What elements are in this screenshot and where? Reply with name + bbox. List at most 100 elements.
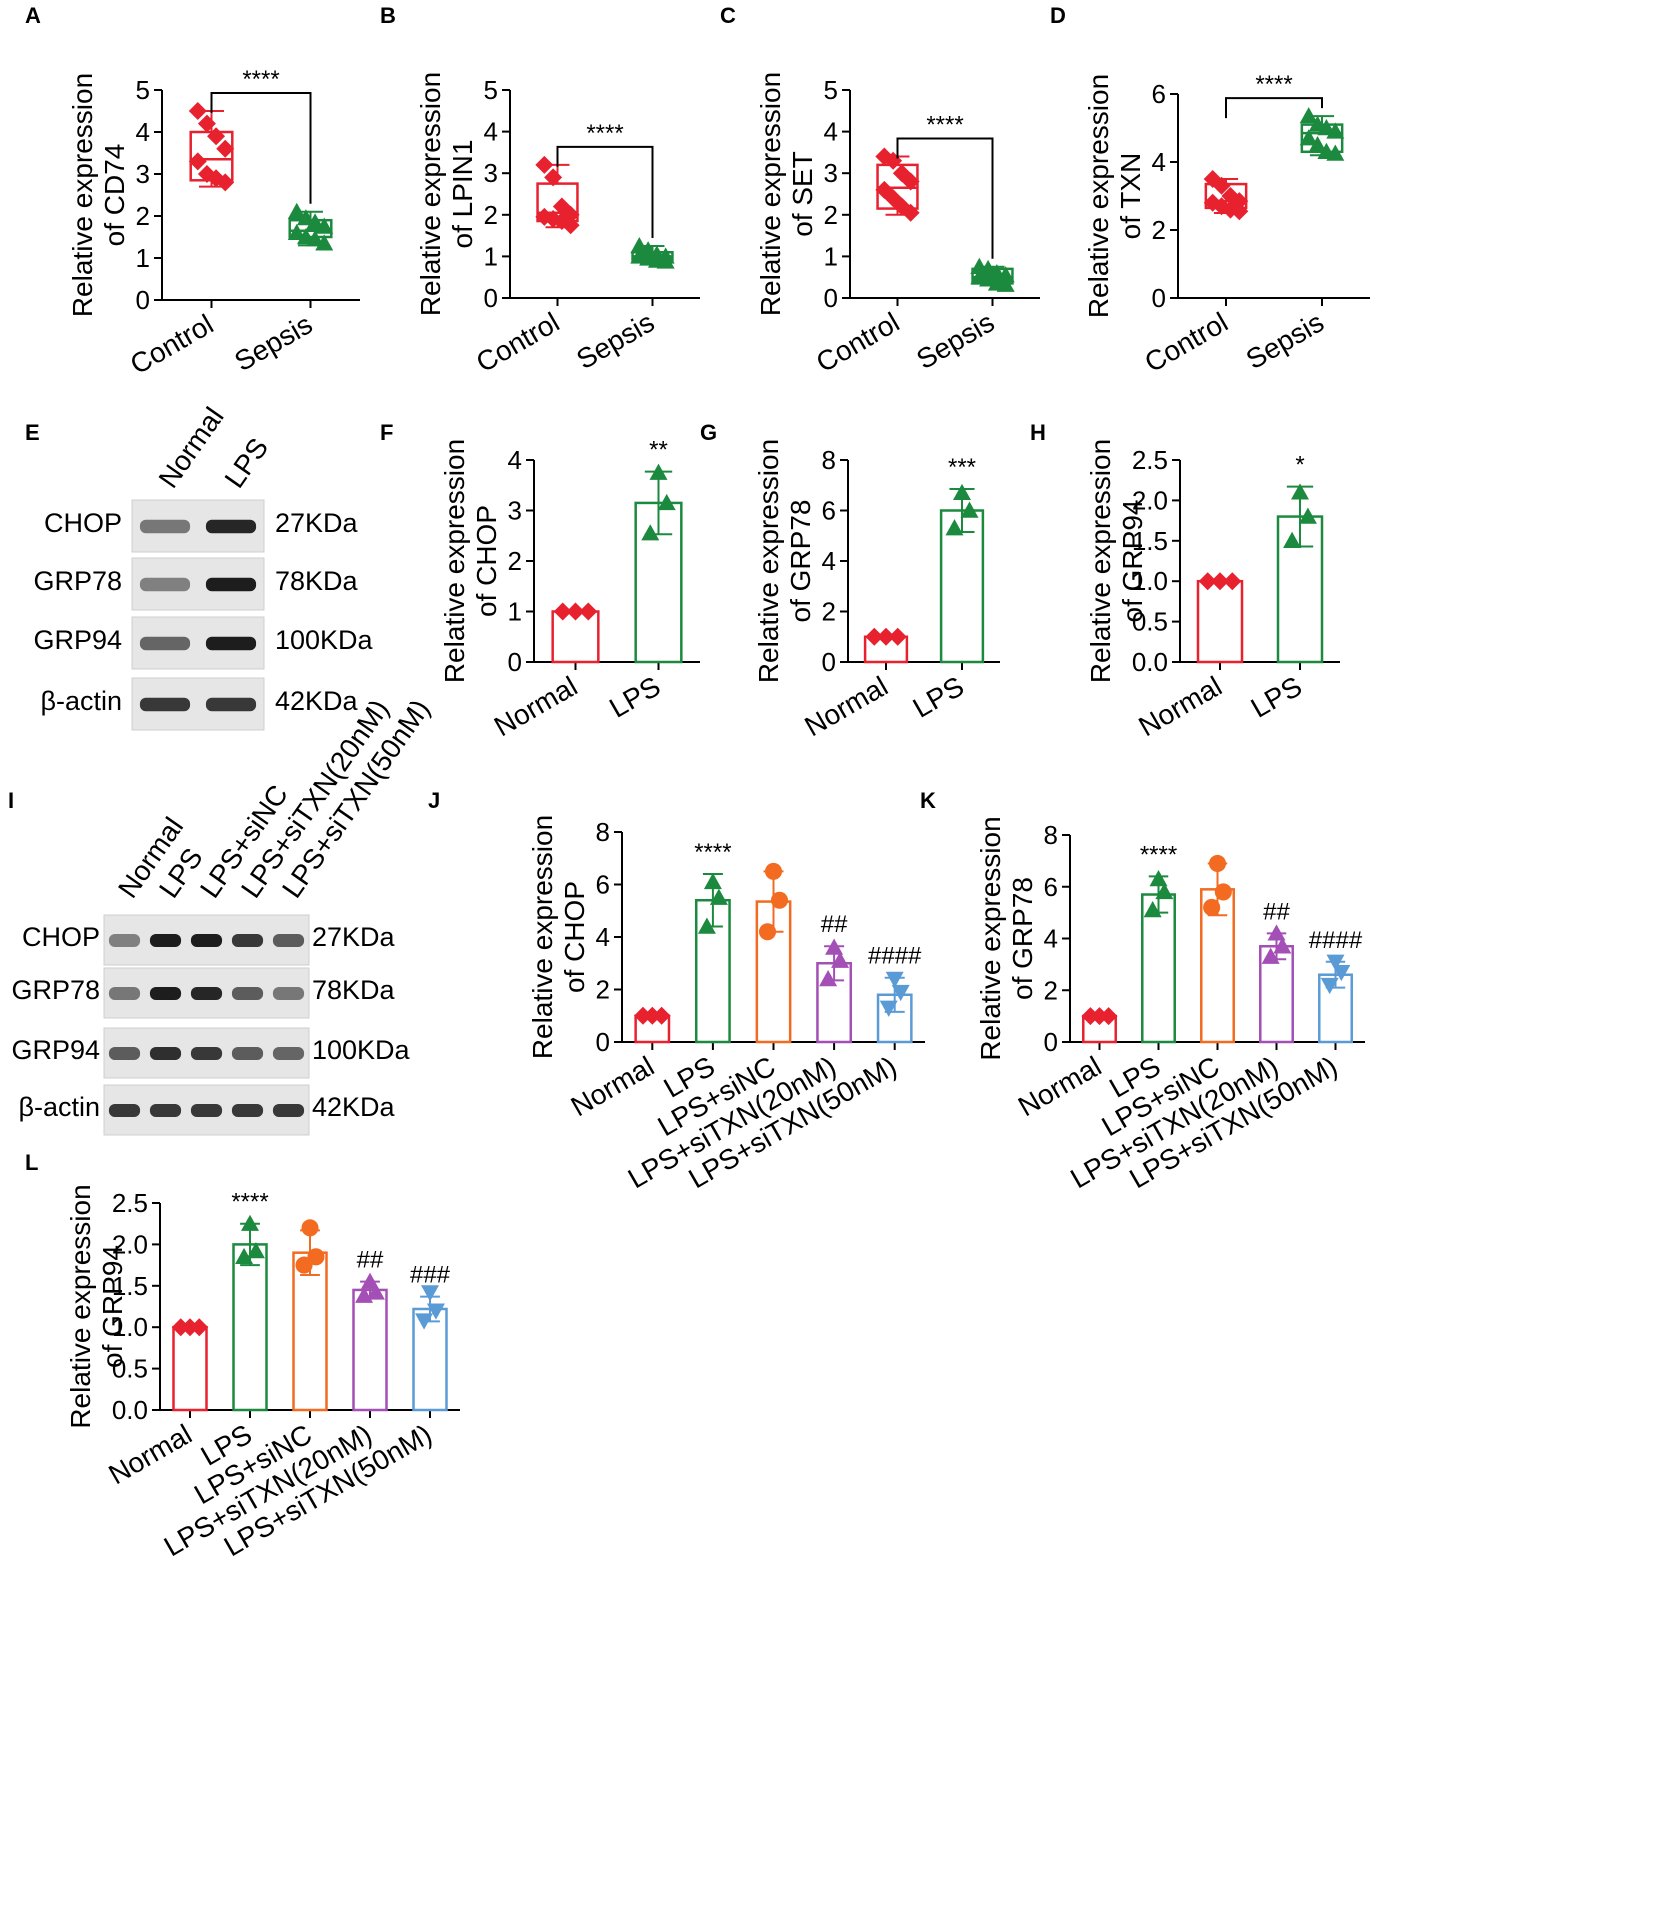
y-tick-label: 0 <box>1152 283 1166 313</box>
blot-band <box>139 519 191 534</box>
protein-label: GRP78 <box>11 975 100 1005</box>
data-point <box>296 209 315 226</box>
y-axis-label: of SET <box>787 151 818 237</box>
data-point <box>865 627 884 646</box>
data-point <box>553 602 572 621</box>
data-point <box>241 1214 259 1231</box>
y-tick-label: 2 <box>596 975 610 1005</box>
protein-label: CHOP <box>44 508 122 538</box>
blot-band <box>108 1047 141 1060</box>
blot-band <box>149 1104 182 1117</box>
data-point <box>190 1318 209 1337</box>
significance-label: ## <box>1263 898 1290 925</box>
data-point <box>421 1285 439 1302</box>
y-tick-label: 3 <box>136 159 150 189</box>
x-tick-label: Sepsis <box>911 306 999 375</box>
blot-band <box>139 697 191 712</box>
y-tick-label: 0 <box>822 647 836 677</box>
y-axis-label: of CHOP <box>471 505 502 617</box>
y-tick-label: 8 <box>822 445 836 475</box>
y-tick-label: 1.5 <box>112 1271 148 1301</box>
chart-L: L 0.0 0.5 1.0 1.5 2.0 2.5 Relative expression of… <box>25 1150 460 1562</box>
y-axis-label: of CHOP <box>559 881 590 993</box>
blot-band <box>139 577 191 592</box>
blot-band <box>205 636 257 651</box>
y-tick-label: 4 <box>596 922 610 952</box>
data-point <box>697 917 716 934</box>
y-axis-label: Relative expression <box>755 72 786 316</box>
significance-label: ## <box>821 911 848 938</box>
y-tick-label: 8 <box>1044 820 1058 850</box>
data-point <box>1261 947 1280 964</box>
data-point <box>216 173 235 192</box>
chart-F: F 0 1 2 3 4 Relative expression of CHOP Normal LP… <box>380 420 700 742</box>
data-point <box>366 1283 385 1300</box>
y-tick-label: 2 <box>822 597 836 627</box>
data-point <box>879 1000 898 1017</box>
y-tick-label: 1 <box>136 243 150 273</box>
x-tick-label: Normal <box>1013 1050 1107 1122</box>
data-point <box>891 984 910 1002</box>
y-tick-label: 3 <box>824 158 838 188</box>
data-point <box>770 891 789 909</box>
significance-label: ## <box>357 1247 384 1274</box>
data-point <box>1214 883 1232 901</box>
molecular-weight-label: 27KDa <box>275 508 359 538</box>
chart-B: B 0 1 2 3 4 5 Relative expression of LPIN1 Contro… <box>380 3 700 378</box>
protein-label: GRP78 <box>33 566 122 596</box>
y-tick-label: 2 <box>1152 215 1166 245</box>
data-point <box>216 139 235 158</box>
data-point <box>544 168 563 187</box>
y-axis-label: of GRP94 <box>1117 500 1148 623</box>
x-tick-label: Control <box>811 306 905 378</box>
bar <box>232 1243 268 1412</box>
blot-band <box>272 1104 305 1117</box>
y-tick-label: 2.5 <box>112 1188 148 1218</box>
y-tick-label: 0 <box>824 283 838 313</box>
blot-band <box>190 934 223 947</box>
data-point <box>1143 901 1162 918</box>
y-axis-label: Relative expression <box>527 815 558 1059</box>
y-axis-label: of LPIN1 <box>447 140 478 249</box>
data-point <box>1298 507 1317 524</box>
data-point <box>301 1219 319 1237</box>
y-tick-label: 1 <box>508 597 522 627</box>
x-tick-label: LPS <box>604 670 665 723</box>
data-point <box>1230 202 1249 221</box>
y-tick-label: 0 <box>136 285 150 315</box>
x-tick-label: Sepsis <box>229 308 317 377</box>
chart-C: C 0 1 2 3 4 5 Relative expression of SET Control S… <box>720 3 1040 378</box>
y-tick-label: 1.0 <box>112 1312 148 1342</box>
data-point <box>877 627 895 646</box>
panel-letter: A <box>25 3 41 28</box>
data-point <box>1203 898 1221 916</box>
y-tick-label: 0 <box>596 1027 610 1057</box>
data-point <box>426 1303 445 1320</box>
data-point <box>1208 854 1227 873</box>
data-point <box>825 938 844 955</box>
data-point <box>287 223 306 240</box>
y-tick-label: 6 <box>596 870 610 900</box>
data-point <box>709 888 728 905</box>
data-point <box>415 1313 434 1330</box>
y-axis-label: of TXN <box>1115 153 1146 240</box>
y-tick-label: 2.5 <box>1132 445 1168 475</box>
molecular-weight-label: 27KDa <box>312 922 396 952</box>
blot-band <box>205 577 257 592</box>
y-axis-label: Relative expression <box>415 72 446 316</box>
significance-label: **** <box>586 120 623 147</box>
y-tick-label: 4 <box>484 117 498 147</box>
data-point <box>1299 129 1318 146</box>
data-point <box>901 172 920 191</box>
significance-label: **** <box>926 112 963 139</box>
molecular-weight-label: 78KDa <box>312 975 396 1005</box>
panel-letter: K <box>920 788 936 813</box>
x-tick-label: Normal <box>566 1050 660 1122</box>
data-point <box>960 501 979 518</box>
blot-band <box>272 987 305 1000</box>
y-tick-label: 8 <box>596 817 610 847</box>
y-tick-label: 1.5 <box>1132 526 1168 556</box>
y-tick-label: 0 <box>1044 1027 1058 1057</box>
